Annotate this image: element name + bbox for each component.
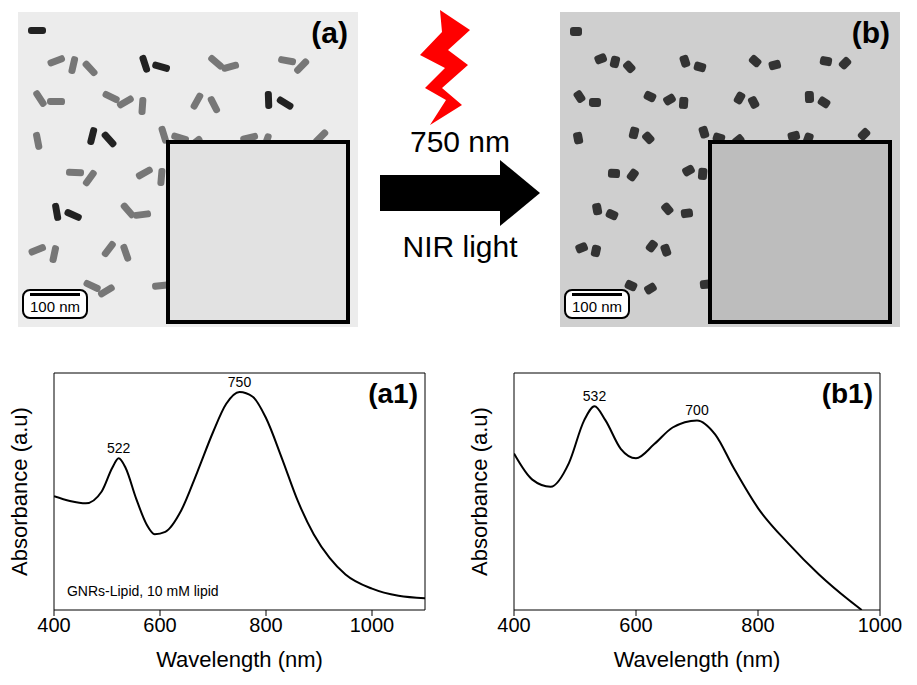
html-text:NIR light: NIR light <box>402 230 518 263</box>
svg-text:800: 800 <box>249 614 282 636</box>
svg-text:400: 400 <box>37 614 70 636</box>
svg-text:Absorbance (a.u): Absorbance (a.u) <box>467 407 492 576</box>
svg-text:Wavelength (nm): Wavelength (nm) <box>614 647 781 672</box>
html-text:750 nm: 750 nm <box>410 125 510 158</box>
svg-text:600: 600 <box>143 614 176 636</box>
svg-text:Wavelength (nm): Wavelength (nm) <box>156 647 323 672</box>
svg-text:1000: 1000 <box>858 614 903 636</box>
svg-text:700: 700 <box>685 402 709 418</box>
svg-text:GNRs-Lipid, 10 mM lipid: GNRs-Lipid, 10 mM lipid <box>67 583 219 599</box>
svg-text:600: 600 <box>619 614 652 636</box>
svg-text:750: 750 <box>228 374 252 390</box>
svg-text:1000: 1000 <box>350 614 395 636</box>
svg-text:Absorbance (a.u): Absorbance (a.u) <box>7 407 32 576</box>
html-text:100 nm: 100 nm <box>572 298 622 315</box>
svg-text:800: 800 <box>741 614 774 636</box>
svg-text:532: 532 <box>583 388 607 404</box>
svg-text:400: 400 <box>497 614 530 636</box>
html-text:100 nm: 100 nm <box>30 298 80 315</box>
svg-text:522: 522 <box>107 440 131 456</box>
html-text:(b1): (b1) <box>821 378 873 409</box>
html-text:(b): (b) <box>851 16 890 49</box>
html-text:(a): (a) <box>311 16 348 49</box>
html-text:(a1): (a1) <box>368 378 418 409</box>
